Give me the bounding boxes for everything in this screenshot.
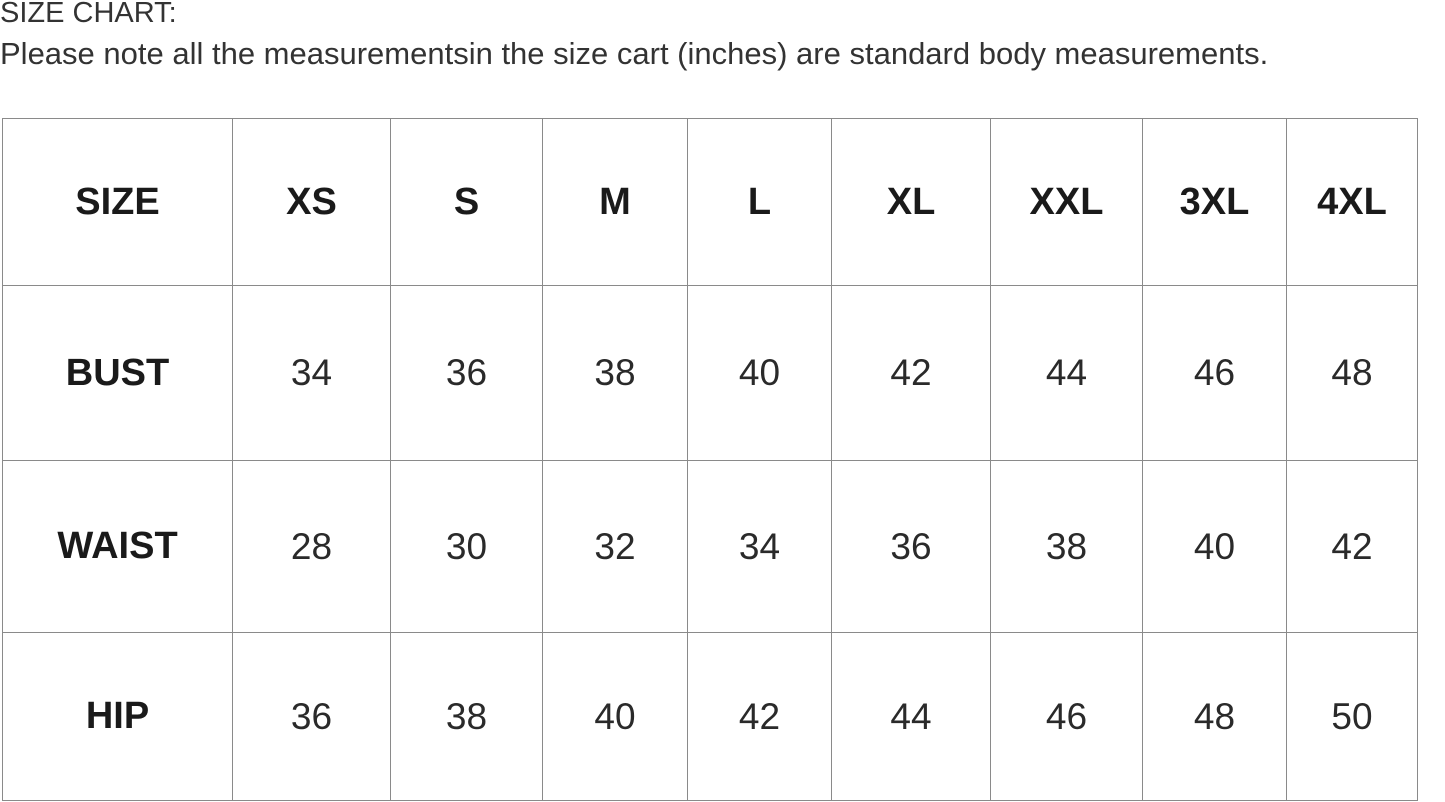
row-label: WAIST — [2, 460, 233, 633]
header-cell: XL — [831, 118, 991, 286]
size-chart-table: SIZE XS S M L XL XXL 3XL 4XL BUST 34 36 38 40 42 44 46 48… — [2, 118, 1418, 801]
table-row: BUST 34 36 38 40 42 44 46 48 — [2, 285, 1418, 461]
measurement-cell: 38 — [990, 460, 1143, 633]
measurement-cell: 46 — [1142, 285, 1287, 461]
measurement-cell: 38 — [542, 285, 688, 461]
measurement-cell: 34 — [232, 285, 391, 461]
row-label: HIP — [2, 632, 233, 801]
measurement-cell: 48 — [1286, 285, 1418, 461]
measurement-cell: 34 — [687, 460, 832, 633]
measurement-cell: 40 — [542, 632, 688, 801]
measurement-cell: 32 — [542, 460, 688, 633]
header-cell: XXL — [990, 118, 1143, 286]
header-row: SIZE XS S M L XL XXL 3XL 4XL — [2, 118, 1418, 286]
measurement-cell: 44 — [990, 285, 1143, 461]
measurement-cell: 28 — [232, 460, 391, 633]
header-cell: M — [542, 118, 688, 286]
header-cell: L — [687, 118, 832, 286]
measurement-cell: 46 — [990, 632, 1143, 801]
header-cell: XS — [232, 118, 391, 286]
measurement-cell: 42 — [1286, 460, 1418, 633]
header-cell: 4XL — [1286, 118, 1418, 286]
header-cell: 3XL — [1142, 118, 1287, 286]
measurement-cell: 36 — [390, 285, 543, 461]
measurement-cell: 40 — [687, 285, 832, 461]
measurement-cell: 50 — [1286, 632, 1418, 801]
header-cell: SIZE — [2, 118, 233, 286]
measurement-cell: 44 — [831, 632, 991, 801]
measurement-cell: 40 — [1142, 460, 1287, 633]
measurement-cell: 30 — [390, 460, 543, 633]
measurement-cell: 42 — [687, 632, 832, 801]
row-label: BUST — [2, 285, 233, 461]
measurement-cell: 42 — [831, 285, 991, 461]
measurement-note: Please note all the measurementsin the s… — [0, 36, 1269, 71]
measurement-cell: 48 — [1142, 632, 1287, 801]
measurement-cell: 38 — [390, 632, 543, 801]
page-title: SIZE CHART: — [0, 0, 177, 29]
measurement-cell: 36 — [232, 632, 391, 801]
header-cell: S — [390, 118, 543, 286]
table-row: HIP 36 38 40 42 44 46 48 50 — [2, 632, 1418, 801]
measurement-cell: 36 — [831, 460, 991, 633]
table-row: WAIST 28 30 32 34 36 38 40 42 — [2, 460, 1418, 633]
